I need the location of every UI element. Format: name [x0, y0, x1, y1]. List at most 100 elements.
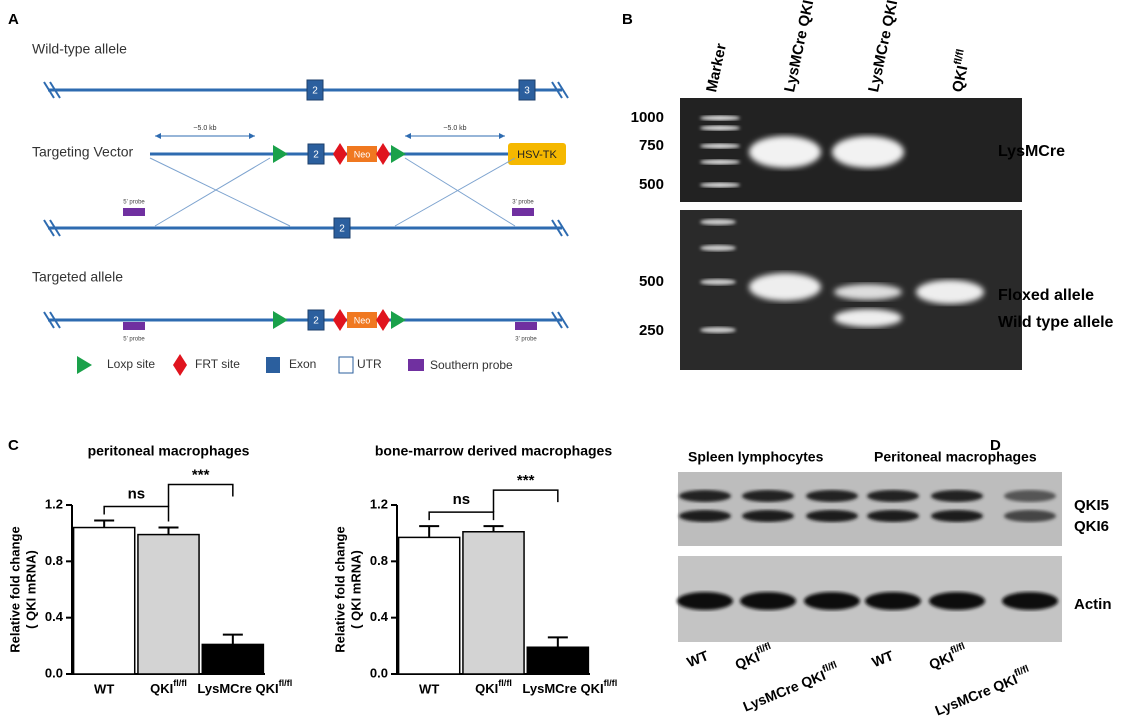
probe — [512, 208, 534, 216]
lane-label-sup: fl/fl — [1013, 663, 1031, 679]
x-tick-label: LysMCre QKIfl/fl — [197, 678, 292, 696]
size-marker: 250 — [639, 322, 664, 339]
band-label: QKI5 — [1074, 497, 1109, 514]
ladder-band — [700, 143, 740, 149]
ladder-band — [700, 327, 736, 333]
legend-probe — [408, 359, 424, 371]
break — [49, 81, 61, 99]
legend-text: UTR — [357, 357, 382, 371]
annotation: ns — [453, 491, 471, 508]
bar — [201, 643, 265, 675]
x-tick-label: LysMCre QKIfl/fl — [522, 678, 617, 696]
y-tick-label: 1.2 — [45, 496, 63, 511]
exon — [306, 79, 324, 101]
break — [557, 311, 569, 329]
break — [551, 311, 563, 329]
lane-label-sup: fl/fl — [952, 48, 967, 66]
qki5-band — [867, 490, 919, 502]
qki5-band — [1004, 490, 1056, 502]
lane-label-sup: fl/fl — [821, 659, 839, 675]
lane-label: QKIfl/fl — [732, 640, 776, 672]
x-tick-label-sup: fl/fl — [173, 678, 187, 688]
actin-band — [1002, 592, 1058, 610]
allele-title: Targeting Vector — [32, 144, 134, 160]
bar — [137, 533, 200, 675]
actin-band — [929, 592, 985, 610]
exon-number: 2 — [313, 150, 319, 161]
gel-band — [916, 280, 984, 304]
bar — [72, 526, 136, 675]
hsv-tk-box — [508, 143, 566, 165]
exon-number: 2 — [313, 316, 319, 327]
x-tick-label-base: LysMCre QKI — [197, 681, 278, 696]
bracket — [428, 511, 495, 521]
y-axis-label: ( QKI mRNA) — [348, 550, 363, 629]
gel-band — [834, 284, 902, 300]
x-tick-label-base: LysMCre QKI — [522, 681, 603, 696]
panel-label: A — [8, 11, 19, 28]
actin-band — [804, 592, 860, 610]
break — [551, 219, 563, 237]
panel-label: C — [8, 437, 19, 454]
band-label: LysMCre — [998, 143, 1065, 160]
frt-site — [376, 309, 390, 331]
legend-text: FRT site — [195, 357, 240, 371]
error-bar — [94, 519, 115, 528]
frt-site — [173, 354, 187, 376]
bar — [526, 646, 590, 675]
frt-site — [376, 143, 390, 165]
probe-label: 3' probe — [512, 200, 534, 206]
exon — [307, 143, 325, 165]
qki6-band — [679, 510, 731, 522]
ladder-band — [700, 125, 740, 131]
gel-band — [749, 136, 821, 168]
legend-utr — [338, 356, 354, 374]
loxp-site — [273, 311, 288, 329]
exon — [307, 309, 325, 331]
break — [49, 311, 61, 329]
lane-label-base: LysMCre QKI — [741, 667, 828, 715]
blot-top — [678, 472, 1062, 546]
frt-site — [333, 143, 347, 165]
arm-length: ~5.0 kb — [443, 125, 466, 132]
lane-label: LysMCre QKIfl/fl — [932, 663, 1034, 718]
bracket — [492, 489, 559, 513]
break — [49, 219, 61, 237]
probe-label: 3' probe — [515, 337, 537, 343]
y-axis-label: Relative fold change — [332, 526, 347, 652]
y-tick-label: 1.2 — [370, 496, 388, 511]
lane-label-base: LysMCre QKI — [781, 0, 817, 94]
lane-label: Marker — [703, 42, 730, 94]
neo-label: Neo — [354, 315, 371, 325]
qki5-band — [742, 490, 794, 502]
y-tick-label: 0.4 — [45, 609, 64, 624]
probe-label: 5' probe — [123, 200, 145, 206]
x-tick-label-sup: fl/fl — [604, 678, 618, 688]
ladder-band — [700, 159, 740, 165]
hsv-tk-label: HSV-TK — [517, 149, 557, 161]
break — [551, 81, 563, 99]
band-label: Actin — [1074, 596, 1112, 613]
error-bar — [222, 633, 243, 645]
ladder-band — [700, 279, 736, 285]
lane-label: LysMCre QKIfl/fl — [740, 659, 842, 714]
lane-label: LysMCre QKIfl/fl — [778, 0, 821, 94]
lane-label-sup: fl/fl — [949, 640, 967, 656]
break — [557, 81, 569, 99]
lane-label-base: LysMCre QKI — [933, 671, 1020, 719]
band-label: Floxed allele — [998, 287, 1094, 304]
exon-number: 2 — [312, 86, 318, 97]
ladder-band — [700, 115, 740, 121]
annotation: *** — [517, 472, 535, 489]
probe — [123, 208, 145, 216]
bracket — [103, 505, 170, 522]
annotation: *** — [192, 466, 210, 483]
x-tick-label: WT — [94, 681, 114, 696]
lane-label: QKIfl/fl — [926, 640, 970, 672]
lane-label: WT — [685, 647, 712, 670]
exon-number: 2 — [339, 224, 345, 235]
chart-title: bone-marrow derived macrophages — [375, 443, 613, 459]
x-tick-label-base: QKI — [475, 681, 498, 696]
loxp-site — [391, 145, 406, 163]
break — [557, 219, 569, 237]
